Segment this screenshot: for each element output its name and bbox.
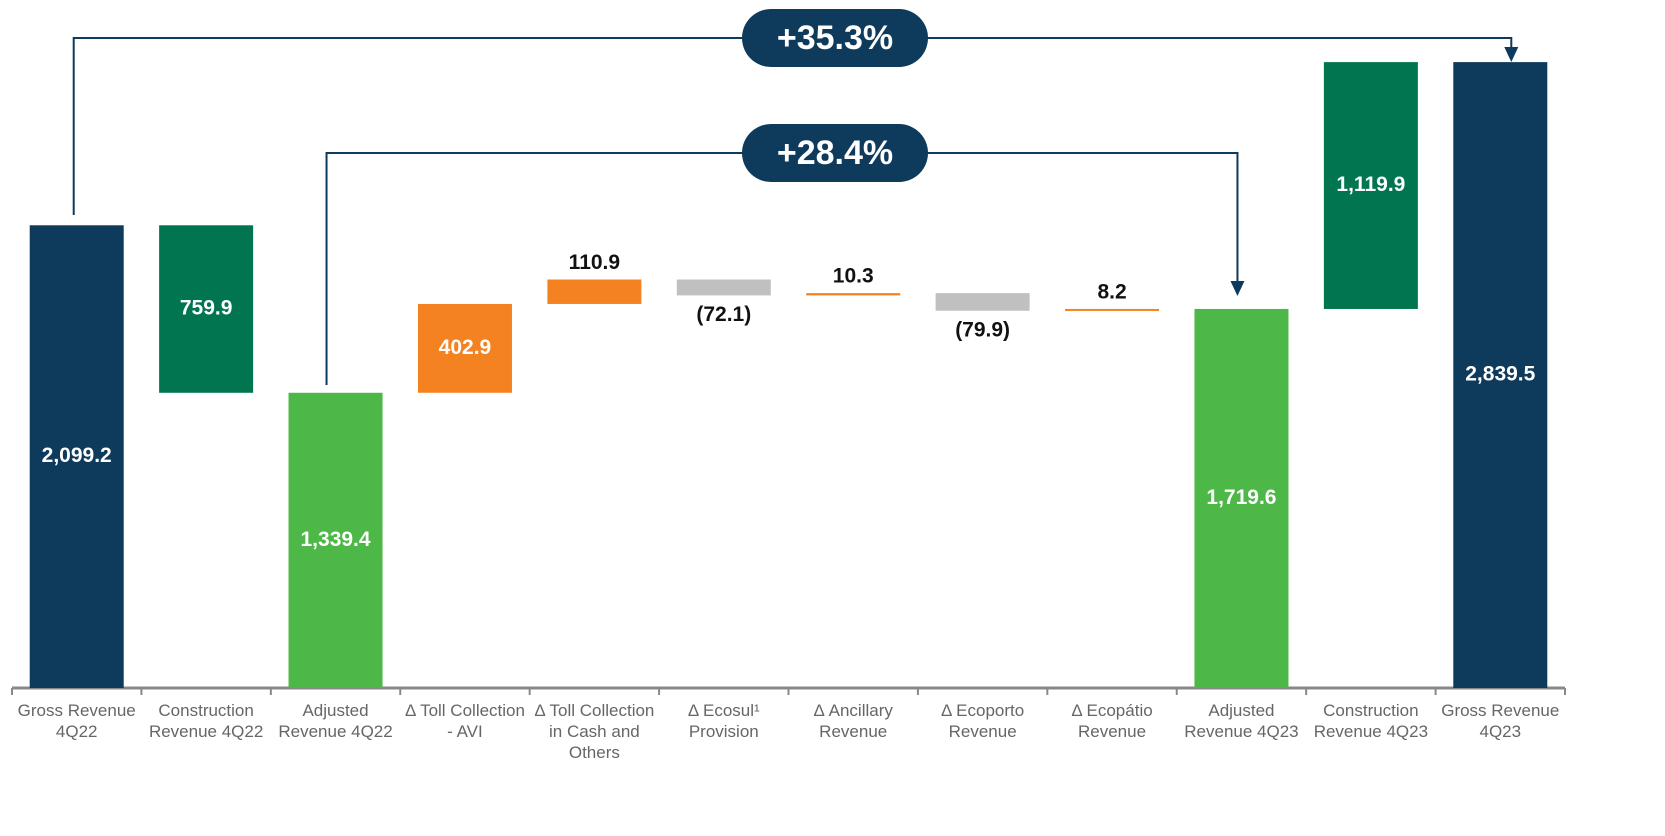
value-label: 2,839.5 xyxy=(1465,363,1535,386)
x-tick-label: Gross Revenue 4Q22 xyxy=(17,701,136,741)
value-label: (72.1) xyxy=(696,303,751,326)
value-label: 110.9 xyxy=(569,251,620,274)
x-tick-label: Adjusted Revenue 4Q22 xyxy=(278,701,393,741)
x-tick-label: Construction Revenue 4Q22 xyxy=(148,701,264,741)
bar xyxy=(806,293,901,296)
value-label: 1,719.6 xyxy=(1206,486,1276,509)
bar xyxy=(547,279,642,304)
bar xyxy=(1323,62,1418,309)
bar xyxy=(29,225,124,689)
annotation-pill xyxy=(742,124,928,182)
arrow-head xyxy=(1230,281,1245,296)
x-tick-label: Gross Revenue 4Q23 xyxy=(1441,701,1560,741)
bar xyxy=(935,293,1030,311)
bar xyxy=(1194,308,1289,688)
value-label: (79.9) xyxy=(955,318,1010,341)
x-tick-label: Adjusted Revenue 4Q23 xyxy=(1184,701,1299,741)
annotation: +35.3% xyxy=(777,19,893,57)
x-tick-label: Construction Revenue 4Q23 xyxy=(1313,701,1429,741)
x-tick-label: Δ Toll Collection - AVI xyxy=(404,701,525,741)
bar xyxy=(417,303,512,393)
bar xyxy=(1453,62,1548,688)
value-label: 8.2 xyxy=(1097,280,1126,303)
x-tick-label: Δ Ancillary Revenue xyxy=(813,701,893,741)
value-label: 402.9 xyxy=(439,336,492,359)
value-label: 759.9 xyxy=(180,297,233,320)
value-label: 1,119.9 xyxy=(1336,173,1405,196)
x-tick-label: Δ Ecoporto Revenue xyxy=(941,701,1025,741)
bar xyxy=(1065,308,1160,311)
bar xyxy=(159,225,254,393)
arrow-head xyxy=(1504,47,1519,62)
annotation: +28.4% xyxy=(777,134,893,172)
value-label: 10.3 xyxy=(833,265,874,288)
x-tick-label: Δ Ecosul¹ Provision xyxy=(687,701,760,741)
bar xyxy=(676,279,771,296)
x-tick-label: Δ Toll Collection in Cash and Others xyxy=(534,701,655,762)
annotation-pill xyxy=(742,9,928,67)
bar xyxy=(288,392,383,688)
value-label: 2,099.2 xyxy=(42,444,112,467)
x-tick-label: Δ Ecopátio Revenue xyxy=(1071,701,1153,741)
value-label: 1,339.4 xyxy=(301,528,371,551)
